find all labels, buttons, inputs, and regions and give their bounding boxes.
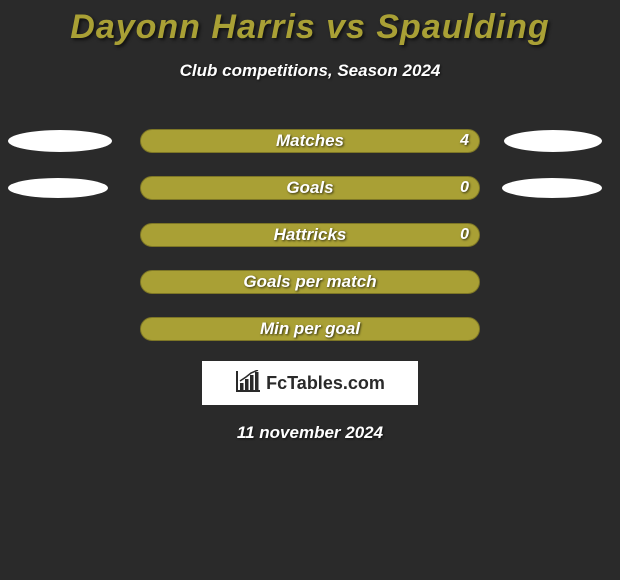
stat-value: 4 xyxy=(460,132,469,150)
bar-chart-icon xyxy=(235,370,261,397)
stat-value: 0 xyxy=(460,179,469,197)
date-text: 11 november 2024 xyxy=(0,423,620,443)
stat-value: 0 xyxy=(460,226,469,244)
stat-bar: Matches 4 xyxy=(140,129,480,153)
subtitle: Club competitions, Season 2024 xyxy=(0,61,620,81)
stat-row: Goals per match xyxy=(0,270,620,294)
stat-row: Goals 0 xyxy=(0,176,620,200)
right-ellipse xyxy=(504,130,602,152)
right-ellipse xyxy=(502,178,602,198)
logo-text: FcTables.com xyxy=(266,373,385,394)
stat-row: Matches 4 xyxy=(0,129,620,153)
stat-label: Goals per match xyxy=(243,272,376,292)
page-title: Dayonn Harris vs Spaulding xyxy=(0,0,620,47)
stat-label: Min per goal xyxy=(260,319,360,339)
logo-box: FcTables.com xyxy=(202,361,418,405)
stat-label: Hattricks xyxy=(274,225,347,245)
stat-bar: Min per goal xyxy=(140,317,480,341)
stat-label: Matches xyxy=(276,131,344,151)
stat-row: Min per goal xyxy=(0,317,620,341)
stats-rows: Matches 4 Goals 0 Hattricks 0 Goals per match M… xyxy=(0,129,620,341)
stat-bar: Hattricks 0 xyxy=(140,223,480,247)
left-ellipse xyxy=(8,130,112,152)
stat-label: Goals xyxy=(286,178,333,198)
stat-bar: Goals 0 xyxy=(140,176,480,200)
stat-bar: Goals per match xyxy=(140,270,480,294)
left-ellipse xyxy=(8,178,108,198)
stat-row: Hattricks 0 xyxy=(0,223,620,247)
